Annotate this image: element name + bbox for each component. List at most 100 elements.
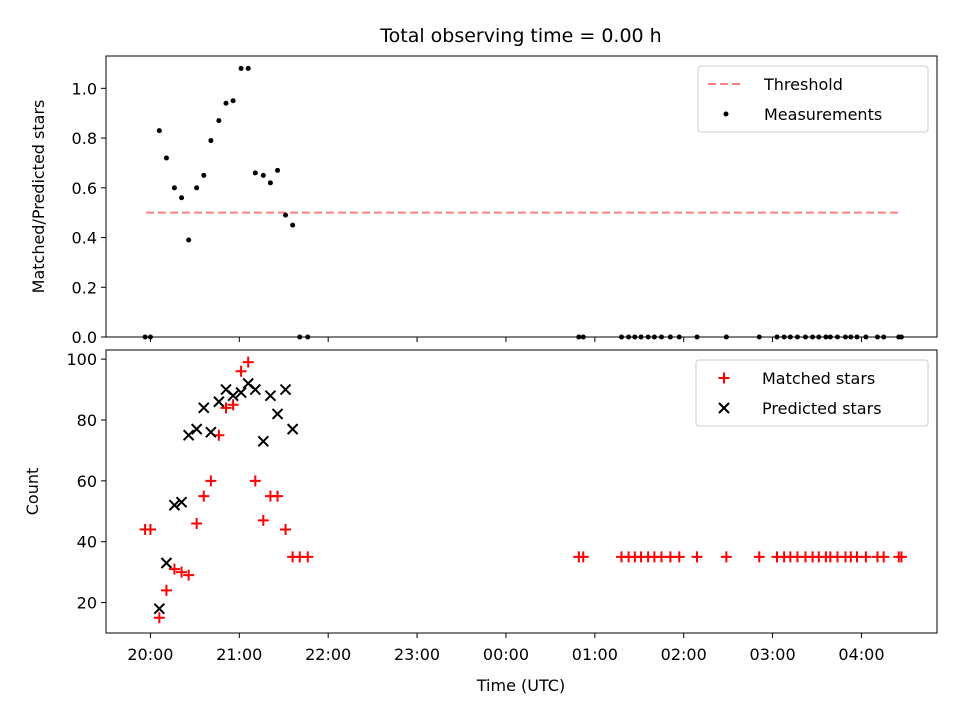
- measurements-point: [723, 334, 729, 340]
- top-y-tick-label: 0.4: [72, 229, 97, 248]
- x-tick-label: 02:00: [661, 645, 707, 664]
- measurements-point: [898, 334, 904, 340]
- matched-stars-point: [198, 490, 210, 502]
- x-tick-label: 04:00: [838, 645, 884, 664]
- top-y-tick-label: 0.2: [72, 278, 97, 297]
- measurements-point: [260, 172, 266, 178]
- matched-stars-point: [272, 490, 284, 502]
- bottom-y-tick-label: 80: [77, 411, 97, 430]
- matched-stars-point: [249, 475, 261, 487]
- matched-stars-series: [139, 356, 907, 624]
- top-legend-box: [697, 65, 929, 133]
- bottom-legend: Matched stars Predicted stars: [695, 359, 929, 427]
- measurements-point: [802, 334, 808, 340]
- predicted-stars-point: [205, 426, 217, 438]
- bottom-y-tick-label: 60: [77, 472, 97, 491]
- matched-stars-point: [720, 551, 732, 563]
- bottom-y-tick-label: 40: [77, 533, 97, 552]
- matched-stars-point: [673, 551, 685, 563]
- legend-matched-swatch: [718, 372, 730, 384]
- matched-stars-point: [144, 524, 156, 536]
- matched-stars-point: [168, 563, 180, 575]
- matched-stars-point: [176, 566, 188, 578]
- matched-stars-point: [895, 551, 907, 563]
- legend-entry-label: Measurements: [764, 105, 882, 124]
- measurements-point: [208, 138, 214, 144]
- measurements-point: [186, 237, 192, 243]
- x-tick-label: 22:00: [305, 645, 351, 664]
- measurements-point: [842, 334, 848, 340]
- predicted-stars-point: [286, 423, 299, 435]
- x-tick-label: 21:00: [216, 645, 262, 664]
- predicted-stars-point: [264, 389, 277, 402]
- matched-stars-point: [878, 551, 890, 563]
- top-legend: Threshold Measurements: [697, 65, 929, 133]
- measurements-point: [171, 185, 177, 191]
- top-y-tick-label: 0.8: [72, 129, 97, 148]
- bottom-legend-box: [695, 359, 929, 427]
- predicted-stars-point: [182, 429, 195, 441]
- measurements-point: [245, 65, 251, 71]
- measurements-point: [810, 334, 816, 340]
- measurements-point: [290, 222, 296, 228]
- measurements-point: [787, 334, 793, 340]
- legend-measurements-swatch: [723, 111, 729, 117]
- bottom-panel: 20:00 21:00 22:00 23:00 00:00 01:00 02:00 03:00…: [23, 349, 938, 664]
- measurements-point: [230, 98, 236, 104]
- top-y-tick-label: 0.6: [72, 179, 97, 198]
- matched-stars-point: [691, 551, 703, 563]
- x-tick-label: 00:00: [483, 645, 529, 664]
- measurements-point: [147, 334, 153, 340]
- x-tick-label: 23:00: [394, 645, 440, 664]
- predicted-stars-point: [227, 389, 239, 402]
- measurements-point: [658, 334, 664, 340]
- matched-stars-point: [577, 551, 589, 563]
- matched-stars-point: [280, 524, 292, 536]
- predicted-stars-point: [160, 557, 173, 569]
- matched-stars-point: [753, 551, 765, 563]
- predicted-stars-series: [153, 377, 299, 615]
- measurements-point: [774, 334, 780, 340]
- measurements-point: [676, 334, 682, 340]
- measurements-point: [626, 334, 632, 340]
- top-y-tick-label: 1.0: [72, 79, 97, 98]
- predicted-stars-point: [279, 383, 292, 396]
- legend-entry-label: Threshold: [763, 75, 843, 94]
- legend-entry-label: Predicted stars: [762, 399, 882, 418]
- matched-stars-point: [191, 517, 203, 529]
- measurements-point: [816, 334, 822, 340]
- measurements-point: [283, 212, 289, 218]
- predicted-stars-point: [168, 499, 181, 511]
- matched-stars-point: [153, 612, 165, 624]
- chart-title: Total observing time = 0.00 h: [379, 25, 661, 47]
- measurements-point: [297, 334, 303, 340]
- predicted-stars-point: [257, 435, 270, 447]
- measurements-point: [823, 334, 829, 340]
- legend-predicted-swatch: [718, 402, 730, 414]
- measurements-series: [142, 65, 904, 340]
- matched-stars-point: [242, 356, 254, 368]
- legend-entry-label: Matched stars: [762, 369, 875, 388]
- predicted-stars-point: [249, 383, 262, 396]
- measurements-point: [854, 334, 860, 340]
- measurements-point: [651, 334, 657, 340]
- bottom-y-tick-label: 20: [77, 594, 97, 613]
- matched-stars-point: [860, 551, 872, 563]
- measurements-point: [275, 167, 281, 173]
- predicted-stars-point: [271, 408, 284, 420]
- bottom-y-axis-label: Count: [23, 468, 42, 516]
- matched-stars-point: [235, 365, 247, 377]
- predicted-stars-point: [190, 423, 203, 435]
- measurements-point: [580, 334, 586, 340]
- x-axis-label: Time (UTC): [476, 676, 565, 695]
- top-y-tick-label: 0.0: [72, 328, 97, 347]
- measurements-point: [223, 100, 229, 106]
- measurements-point: [156, 128, 162, 134]
- measurements-point: [645, 334, 651, 340]
- measurements-point: [827, 334, 833, 340]
- measurements-point: [863, 334, 869, 340]
- top-panel: 0.0 0.2 0.4 0.6 0.8 1.0 Matched/Predicted star…: [29, 55, 938, 347]
- matched-stars-point: [257, 514, 269, 526]
- measurements-point: [667, 334, 673, 340]
